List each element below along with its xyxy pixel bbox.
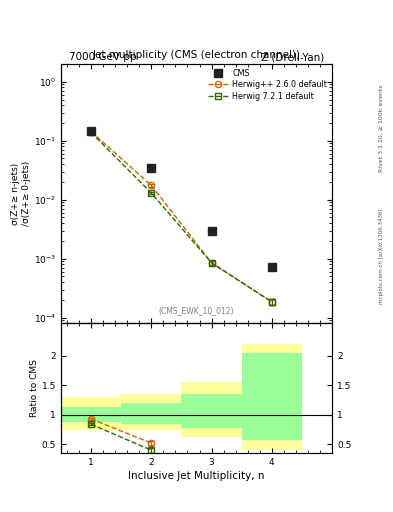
Bar bbox=[182, 394, 242, 428]
Title: Jet multiplicity (CMS (electron channel)): Jet multiplicity (CMS (electron channel)… bbox=[92, 51, 301, 60]
Bar bbox=[182, 382, 242, 437]
Bar bbox=[242, 353, 302, 440]
Text: Z (Drell-Yan): Z (Drell-Yan) bbox=[261, 52, 324, 62]
Text: 7000 GeV pp: 7000 GeV pp bbox=[69, 52, 136, 62]
Bar bbox=[61, 397, 121, 430]
Bar bbox=[121, 394, 182, 430]
Text: (CMS_EWK_10_012): (CMS_EWK_10_012) bbox=[159, 306, 234, 315]
Y-axis label: σ(Z+≥ n-jets)
/σ(Z+≥ 0-jets): σ(Z+≥ n-jets) /σ(Z+≥ 0-jets) bbox=[11, 161, 31, 226]
Legend: CMS, Herwig++ 2.6.0 default, Herwig 7.2.1 default: CMS, Herwig++ 2.6.0 default, Herwig 7.2.… bbox=[205, 66, 331, 104]
X-axis label: Inclusive Jet Multiplicity, n: Inclusive Jet Multiplicity, n bbox=[128, 471, 265, 481]
Y-axis label: Ratio to CMS: Ratio to CMS bbox=[30, 359, 39, 417]
Text: mcplots.cern.ch [arXiv:1306.3436]: mcplots.cern.ch [arXiv:1306.3436] bbox=[379, 208, 384, 304]
Bar bbox=[61, 407, 121, 422]
Bar bbox=[121, 403, 182, 423]
Bar bbox=[242, 344, 302, 450]
Text: Rivet 3.1.10, ≥ 100k events: Rivet 3.1.10, ≥ 100k events bbox=[379, 84, 384, 172]
